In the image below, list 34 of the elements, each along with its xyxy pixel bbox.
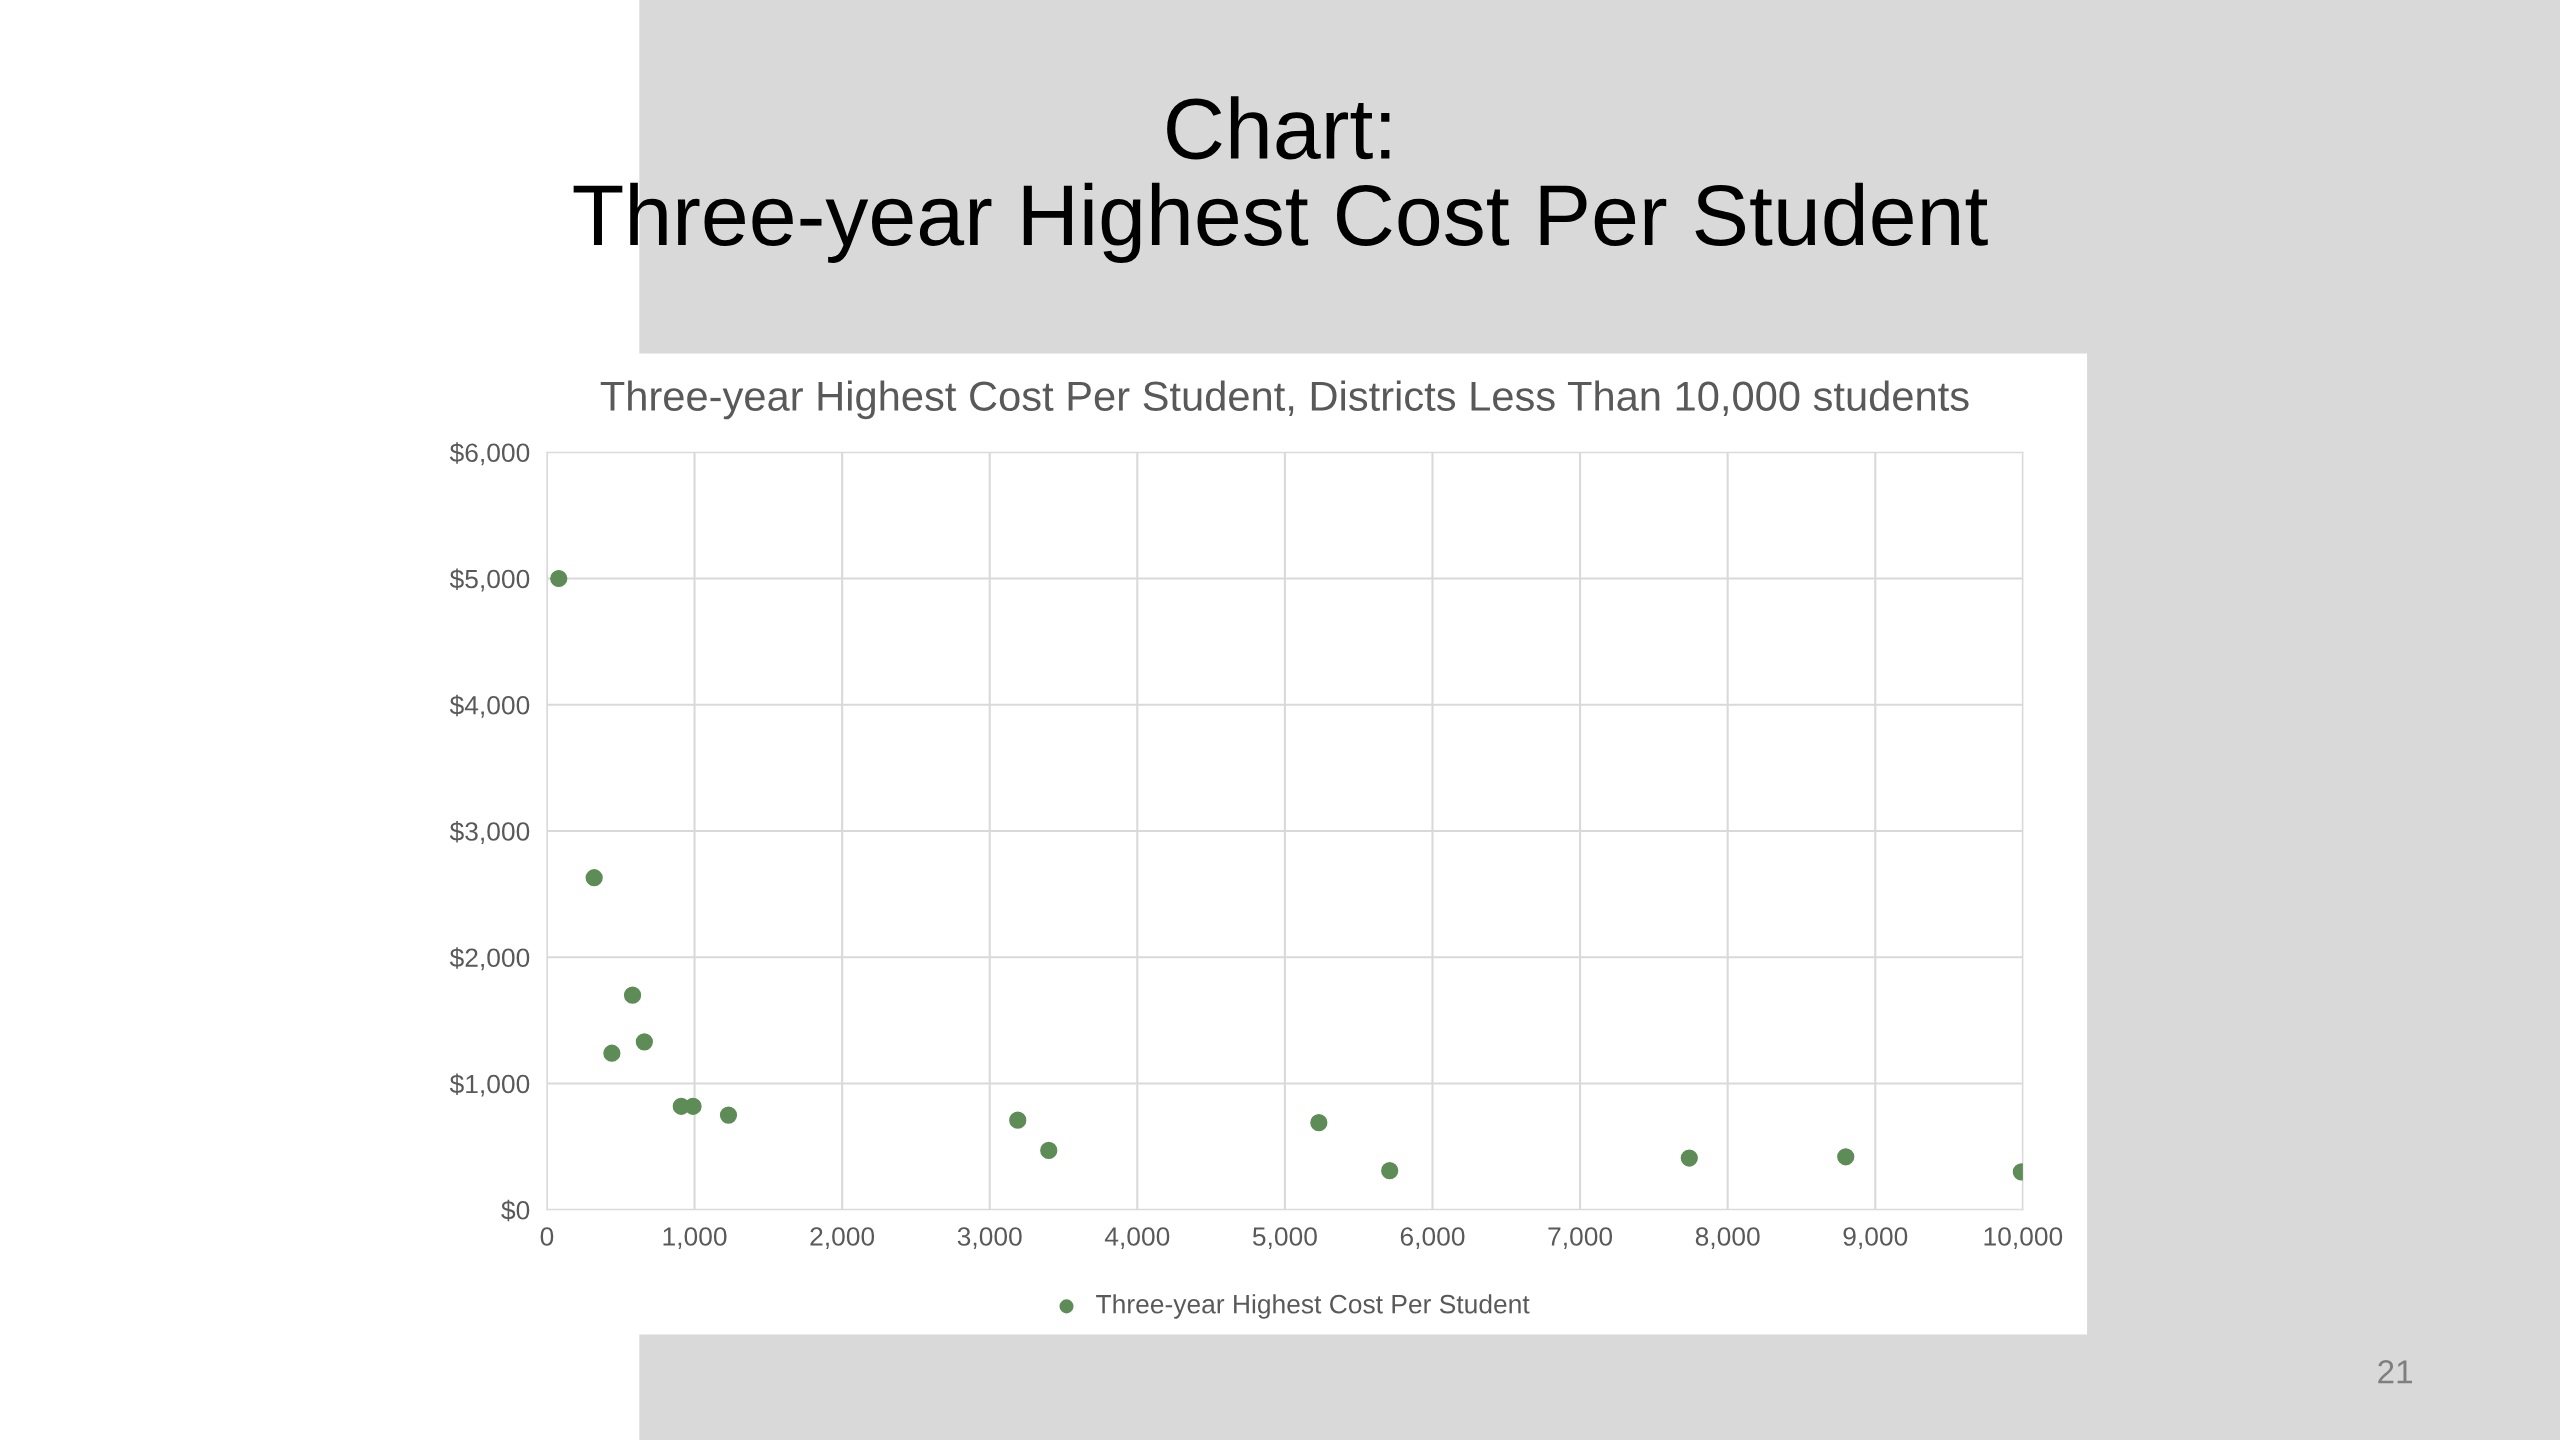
y-tick-label: $4,000 [449, 694, 530, 718]
y-tick-label: $6,000 [449, 442, 530, 466]
x-tick-label: 8,000 [1695, 1227, 1760, 1249]
legend-label: Three-year Highest Cost Per Student [1096, 1294, 1530, 1319]
point [550, 569, 568, 588]
point [1381, 1162, 1399, 1180]
y-tick-label: $5,000 [449, 568, 530, 592]
point [719, 1106, 738, 1124]
x-tick-label: 3,000 [957, 1227, 1022, 1249]
chart-title: Three-year Highest Cost Per Student, Districts Less Than 10,000 students [600, 380, 1969, 420]
point [1680, 1149, 1698, 1167]
text: Chart: Three-year Highest Cost Per Student [573, 96, 1988, 263]
text: 21 [2378, 1360, 2413, 1384]
point [1040, 1141, 1058, 1160]
y-tick-label: $3,000 [449, 821, 530, 844]
y-tick-label: $0 [501, 1199, 530, 1222]
x-tick-label: 0 [540, 1227, 554, 1246]
x-tick-label: 6,000 [1400, 1227, 1465, 1249]
point [585, 869, 603, 887]
y-tick-label: $1,000 [449, 1073, 530, 1097]
x-tick-label: 9,000 [1843, 1227, 1908, 1249]
y-tick-label: $2,000 [449, 947, 530, 971]
x-tick-label: 1,000 [663, 1227, 727, 1249]
point [1837, 1148, 1855, 1166]
x-tick-label: 10,000 [1984, 1227, 2063, 1249]
point [635, 1033, 653, 1051]
x-tick-label: 4,000 [1104, 1227, 1170, 1249]
point [1310, 1114, 1328, 1132]
x-tick-label: 5,000 [1252, 1227, 1317, 1249]
point [603, 1044, 621, 1062]
point [1009, 1111, 1027, 1129]
x-tick-label: 2,000 [810, 1227, 875, 1249]
x-tick-label: 7,000 [1548, 1227, 1613, 1249]
point [623, 986, 642, 1004]
